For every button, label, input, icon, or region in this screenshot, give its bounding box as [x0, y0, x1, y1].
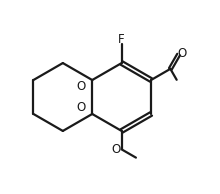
Text: O: O	[76, 101, 86, 114]
Text: F: F	[118, 33, 125, 46]
Text: O: O	[76, 80, 86, 93]
Text: O: O	[178, 47, 187, 60]
Text: O: O	[111, 143, 120, 156]
